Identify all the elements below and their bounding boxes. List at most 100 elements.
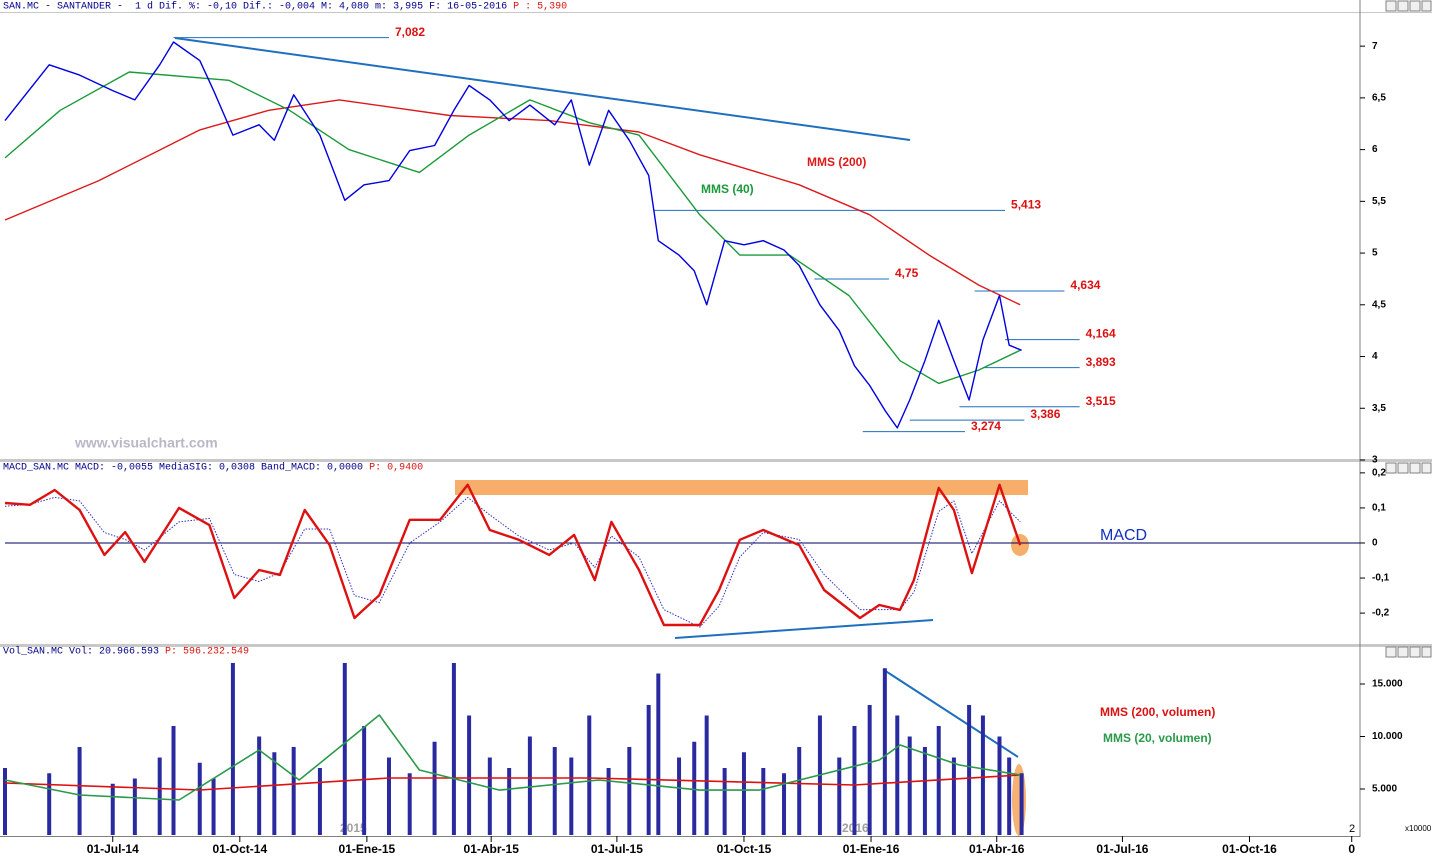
watermark: www.visualchart.com [74, 435, 218, 451]
bar [677, 757, 682, 835]
panel-separator [0, 459, 1432, 462]
button[interactable] [1421, 646, 1432, 658]
bar [761, 768, 766, 835]
bar [3, 768, 7, 835]
bar [487, 757, 492, 835]
bar [132, 778, 137, 835]
y-tick-label: 4 [1372, 351, 1378, 362]
bar [432, 741, 437, 835]
bar [895, 715, 900, 835]
level-label: 3,274 [971, 419, 1001, 433]
panel-separator [0, 644, 1432, 647]
bar [552, 746, 557, 835]
series-label: MMS (200) [807, 155, 866, 169]
button[interactable] [1397, 0, 1409, 12]
panel-label: MACD [1100, 527, 1147, 544]
level-label: 7,082 [395, 25, 425, 39]
bar [722, 768, 727, 835]
panel-header-price: P: 0,9400 [369, 463, 423, 474]
level-label: 5,413 [1011, 198, 1041, 212]
panel-header: SAN.MC - SANTANDER - 1 d Dif. %: -0,10 D… [3, 1, 507, 13]
x-tick-label: 01-Abr-16 [969, 842, 1025, 856]
y-tick-label: 6 [1372, 144, 1378, 155]
bar [951, 757, 956, 835]
series-line [4, 71, 1021, 385]
y-tick-label: 3 [1372, 455, 1378, 466]
corner-label: 2 [1349, 823, 1355, 835]
bar [837, 757, 842, 835]
button[interactable] [1385, 0, 1397, 12]
panel-header: Vol_SAN.MC Vol: 20.966.593 [3, 646, 159, 658]
bar [704, 715, 709, 835]
bar [627, 746, 632, 835]
x-tick-label: 0 [1348, 842, 1355, 856]
series-line [4, 41, 1022, 429]
level-label: 4,634 [1070, 278, 1100, 292]
bar [272, 752, 277, 835]
unit-label: x10000 [1405, 824, 1432, 833]
y-tick-label: -0,1 [1372, 573, 1390, 584]
bar [157, 757, 162, 835]
y-tick-label: 10.000 [1372, 731, 1403, 742]
x-tick-label: 01-Ene-15 [339, 842, 396, 856]
button[interactable] [1385, 462, 1397, 474]
y-tick-label: 0 [1372, 538, 1378, 549]
bar [882, 668, 887, 835]
bar [587, 715, 592, 835]
series-line [4, 99, 1021, 306]
panel-header-price: P: 596.232.549 [165, 647, 249, 658]
bar [171, 725, 176, 835]
bar [291, 746, 296, 835]
bar [342, 662, 347, 835]
bar [47, 773, 52, 835]
bar [782, 773, 787, 835]
level-label: 4,75 [895, 266, 919, 280]
bar [362, 725, 367, 835]
overlay-line [4, 714, 1021, 801]
panel-header-price: P : 5,390 [513, 2, 567, 13]
x-axis-line [0, 836, 1360, 837]
button[interactable] [1397, 646, 1409, 658]
bar [569, 757, 574, 835]
y-tick-label: 6,5 [1372, 93, 1386, 104]
button[interactable] [1409, 646, 1421, 658]
bar [77, 746, 82, 835]
y-tick-label: 5 [1372, 248, 1378, 259]
overlay-line [4, 774, 1021, 791]
button[interactable] [1397, 462, 1409, 474]
series-label: MMS (40) [701, 182, 754, 196]
window-buttons[interactable] [1385, 0, 1432, 658]
bar [467, 715, 472, 835]
button[interactable] [1421, 462, 1432, 474]
panel-header: MACD_SAN.MC MACD: -0,0055 MediaSIG: 0,03… [3, 462, 363, 474]
x-tick-label: 01-Jul-16 [1096, 842, 1148, 856]
bar [1019, 773, 1024, 835]
bar [741, 752, 746, 835]
bar [980, 715, 985, 835]
x-tick-label: 01-Jul-15 [591, 842, 643, 856]
y-tick-label: 3,5 [1372, 403, 1386, 414]
bar [967, 704, 972, 835]
bar [507, 768, 512, 835]
bar [407, 773, 412, 835]
level-label: 4,164 [1086, 327, 1116, 341]
series-label: MMS (20, volumen) [1103, 731, 1212, 745]
bar [797, 746, 802, 835]
x-tick-label: 01-Oct-16 [1222, 842, 1277, 856]
button[interactable] [1409, 462, 1421, 474]
bar [386, 757, 391, 835]
bar [997, 736, 1002, 835]
button[interactable] [1409, 0, 1421, 12]
x-tick-label: 01-Jul-14 [87, 842, 139, 856]
bar [646, 704, 651, 835]
button[interactable] [1385, 646, 1397, 658]
bar [230, 662, 235, 835]
bar [922, 746, 927, 835]
bar [451, 662, 456, 835]
x-tick-label: 01-Ene-16 [843, 842, 900, 856]
highlight-band [455, 480, 1028, 495]
button[interactable] [1421, 0, 1432, 12]
level-label: 3,386 [1030, 407, 1060, 421]
